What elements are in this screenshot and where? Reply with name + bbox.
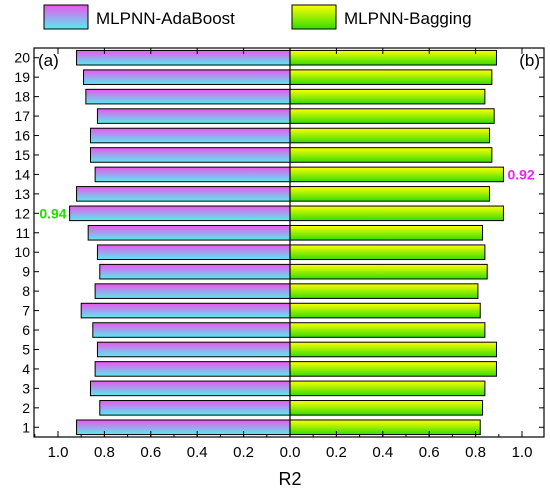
- bars-layer: [69, 49, 504, 436]
- bar-left-10: [96, 244, 291, 261]
- y-tick-label: 11: [15, 225, 30, 241]
- x-tick-label: 1.0: [48, 444, 69, 461]
- panel-label-b: (b): [519, 51, 540, 70]
- bar-left-3: [89, 380, 291, 397]
- y-tick-label: 2: [22, 400, 30, 416]
- y-tick-label: 14: [14, 166, 30, 182]
- y-tick-label: 18: [14, 89, 30, 105]
- y-tick-label: 8: [22, 283, 30, 299]
- bar-right-3: [289, 380, 486, 397]
- bar-left-18: [85, 88, 291, 105]
- legend-label-bagging: MLPNN-Bagging: [344, 9, 472, 28]
- y-tick-label: 13: [14, 186, 30, 202]
- y-tick-label: 5: [22, 341, 30, 357]
- bar-left-1: [76, 419, 291, 436]
- bar-right-12: [289, 205, 504, 222]
- x-tick-label: 0.4: [372, 444, 393, 461]
- panel-label-a: (a): [38, 51, 59, 70]
- bar-left-20: [76, 49, 291, 66]
- plot-frame: [33, 47, 545, 438]
- bar-left-16: [89, 127, 291, 144]
- bar-right-17: [289, 108, 495, 124]
- x-tick-label: 0.8: [465, 444, 486, 461]
- bar-right-13: [289, 186, 491, 202]
- bar-right-6: [289, 322, 486, 338]
- x-tick-label: 0.2: [326, 444, 347, 461]
- bar-right-10: [289, 244, 486, 261]
- bar-right-1: [289, 419, 481, 436]
- bar-right-5: [289, 341, 497, 358]
- bar-left-7: [80, 302, 291, 319]
- y-tick-label: 20: [14, 50, 30, 66]
- y-tick-label: 7: [22, 303, 30, 319]
- y-tick-label: 9: [22, 264, 30, 280]
- x-tick-label: 0.6: [419, 444, 440, 461]
- x-tick-label: 0.4: [187, 444, 208, 461]
- bar-left-13: [76, 186, 291, 202]
- bar-right-8: [289, 283, 479, 299]
- y-tick-label: 10: [14, 244, 30, 260]
- y-tick-label: 17: [14, 108, 30, 124]
- bar-left-14: [94, 166, 291, 183]
- bar-left-6: [92, 322, 291, 338]
- bar-right-2: [289, 400, 484, 416]
- y-tick-label: 15: [14, 147, 30, 163]
- x-tick-label: 0.0: [280, 444, 301, 461]
- bar-right-19: [289, 69, 493, 85]
- y-tick-label: 16: [14, 128, 30, 144]
- bar-right-18: [289, 88, 486, 105]
- y-tick-label: 6: [22, 322, 30, 338]
- legend-swatch-adaboost: [43, 4, 89, 30]
- bar-left-9: [99, 263, 291, 280]
- legend-swatch-bagging: [291, 4, 337, 30]
- bar-left-19: [83, 69, 291, 85]
- bar-right-16: [289, 127, 491, 144]
- x-tick-label: 0.6: [140, 444, 161, 461]
- y-tick-label: 12: [14, 205, 30, 221]
- bar-right-11: [289, 224, 484, 241]
- y-tick-label: 1: [22, 419, 30, 435]
- legend: MLPNN-AdaBoost MLPNN-Bagging: [43, 4, 472, 30]
- annotation-right: 0.92: [507, 166, 534, 182]
- x-tick-label: 1.0: [512, 444, 533, 461]
- bar-right-15: [289, 147, 493, 163]
- bar-left-11: [87, 224, 291, 241]
- annotation-left: 0.94: [39, 205, 66, 221]
- bar-right-14: [289, 166, 504, 183]
- bar-left-8: [94, 283, 291, 299]
- y-tick-label: 3: [22, 380, 30, 396]
- bar-right-4: [289, 361, 497, 377]
- bar-left-12: [69, 205, 291, 222]
- bar-right-20: [289, 49, 497, 66]
- x-tick-label: 0.8: [94, 444, 115, 461]
- x-tick-label: 0.2: [233, 444, 254, 461]
- bar-right-7: [289, 302, 481, 319]
- legend-label-adaboost: MLPNN-AdaBoost: [96, 9, 235, 28]
- bar-left-5: [96, 341, 291, 358]
- bar-left-15: [89, 147, 291, 163]
- bar-left-4: [94, 361, 291, 377]
- y-tick-label: 4: [22, 361, 30, 377]
- bar-left-2: [99, 400, 291, 416]
- bar-right-9: [289, 263, 488, 280]
- x-axis-label: R2: [278, 469, 301, 489]
- bar-left-17: [96, 108, 291, 124]
- y-tick-label: 19: [14, 69, 30, 85]
